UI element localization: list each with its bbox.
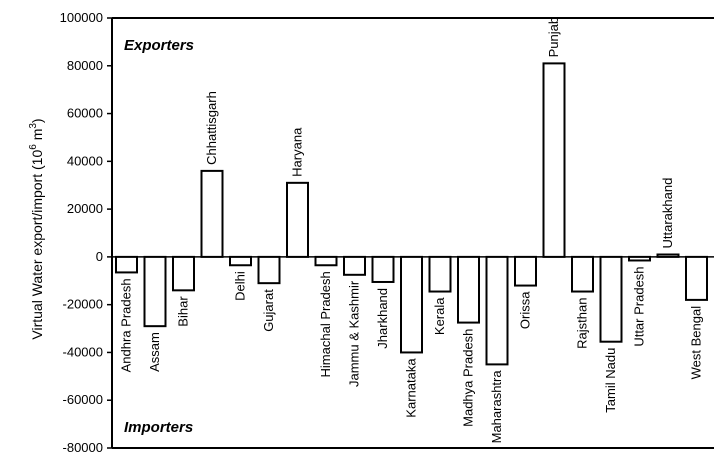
category-label: Maharashtra bbox=[489, 370, 504, 444]
bar bbox=[143, 255, 167, 328]
y-tick-label: -20000 bbox=[63, 297, 103, 312]
category-label: Tamil Nadu bbox=[603, 348, 618, 413]
bar bbox=[172, 255, 195, 292]
y-tick-label: -60000 bbox=[63, 392, 103, 407]
y-tick-label: -80000 bbox=[63, 440, 103, 453]
bar bbox=[656, 253, 680, 258]
bar bbox=[286, 181, 309, 258]
category-label: Rajsthan bbox=[575, 298, 590, 349]
bar bbox=[257, 255, 281, 285]
category-labels: Andhra Pradesh Assam Bihar Chhattisgarh Delh… bbox=[119, 17, 704, 443]
category-label: West Bengal bbox=[689, 306, 704, 380]
category-label: Uttar Pradesh bbox=[632, 266, 647, 346]
category-label: Haryana bbox=[290, 127, 305, 177]
category-label: Chhattisgarh bbox=[204, 91, 219, 165]
bar bbox=[628, 255, 651, 262]
category-label: Himachal Pradesh bbox=[318, 271, 333, 377]
category-label: Punjab bbox=[546, 17, 561, 57]
bar bbox=[428, 255, 452, 293]
bar bbox=[685, 255, 708, 301]
category-label: Assam bbox=[147, 332, 162, 372]
bar bbox=[457, 255, 480, 324]
bar bbox=[343, 255, 366, 276]
bar bbox=[371, 255, 395, 283]
bar bbox=[514, 255, 537, 287]
importers-annotation: Importers bbox=[124, 419, 193, 436]
bar bbox=[200, 169, 224, 258]
bar bbox=[571, 255, 594, 293]
bar bbox=[229, 255, 252, 267]
bars bbox=[115, 62, 708, 366]
category-label: Orissa bbox=[518, 291, 533, 329]
category-label: Karnataka bbox=[404, 358, 419, 418]
y-tick-label: 0 bbox=[96, 249, 103, 264]
category-label: Andhra Pradesh bbox=[119, 278, 134, 372]
y-tick-label: 60000 bbox=[67, 106, 103, 121]
bar bbox=[599, 255, 623, 343]
exporters-annotation: Exporters bbox=[124, 37, 194, 54]
axes: -80000 -60000 -40000 -20000 0 20000 40000 60000… bbox=[60, 10, 714, 453]
y-tick-label: 80000 bbox=[67, 58, 103, 73]
y-tick-label: 40000 bbox=[67, 153, 103, 168]
bar bbox=[314, 255, 338, 267]
category-label: Uttarakhand bbox=[660, 178, 675, 249]
bar bbox=[400, 255, 423, 354]
category-label: Jharkhand bbox=[375, 288, 390, 349]
category-label: Delhi bbox=[233, 271, 248, 301]
category-label: Jammu & Kashmir bbox=[347, 280, 362, 387]
bar bbox=[485, 255, 509, 366]
category-label: Gujarat bbox=[261, 289, 276, 332]
bar bbox=[542, 62, 566, 258]
category-label: Madhya Pradesh bbox=[461, 329, 476, 427]
category-label: Kerala bbox=[432, 297, 447, 335]
y-tick-label: 100000 bbox=[60, 10, 103, 25]
y-tick-label: -40000 bbox=[63, 344, 103, 359]
y-tick-label: 20000 bbox=[67, 201, 103, 216]
category-label: Bihar bbox=[176, 296, 191, 327]
y-axis-label: Virtual Water export/import (106 m3) bbox=[28, 118, 45, 339]
bar bbox=[115, 255, 138, 274]
